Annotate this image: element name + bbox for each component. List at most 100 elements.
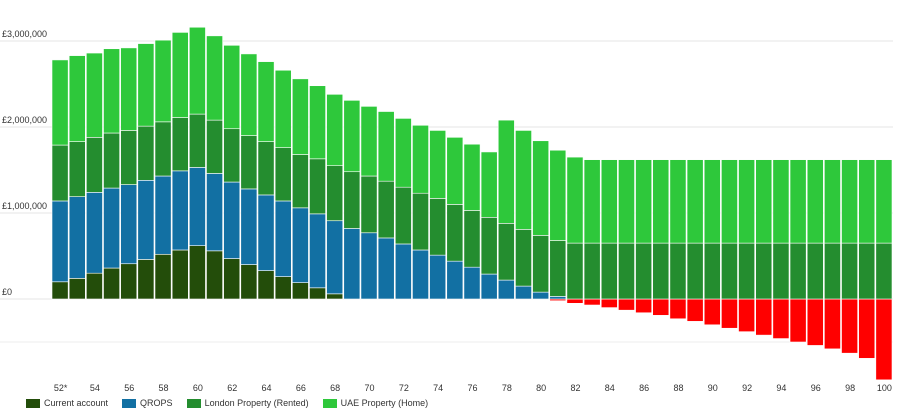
bar-segment[interactable] (532, 140, 550, 236)
bar-segment[interactable] (532, 235, 550, 293)
bar-segment[interactable] (394, 186, 412, 245)
bar-segment[interactable] (68, 196, 86, 279)
bar-segment[interactable] (137, 180, 155, 260)
bar-segment[interactable] (137, 43, 155, 127)
bar-segment[interactable] (309, 85, 326, 160)
bar-segment[interactable] (240, 135, 258, 190)
bar-segment[interactable] (223, 258, 241, 300)
bar-segment[interactable] (171, 117, 189, 172)
bar-segment[interactable] (497, 119, 515, 224)
bar-segment[interactable] (326, 220, 344, 295)
bar-segment[interactable] (635, 159, 653, 244)
bar-segment[interactable] (326, 94, 344, 166)
bar-segment[interactable] (154, 39, 172, 123)
bar-segment[interactable] (360, 106, 378, 177)
bar-segment[interactable] (583, 159, 601, 244)
bar-segment[interactable] (223, 181, 241, 259)
bar-segment[interactable] (206, 35, 223, 121)
bar-segment[interactable] (721, 298, 738, 329)
bar-segment[interactable] (86, 192, 103, 274)
bar-segment[interactable] (120, 47, 138, 131)
legend-item-qrops[interactable]: QROPS (122, 398, 173, 408)
bar-segment[interactable] (858, 159, 876, 244)
bar-segment[interactable] (824, 159, 841, 244)
bar-segment[interactable] (806, 159, 824, 244)
bar-segment[interactable] (377, 180, 395, 239)
bar-segment[interactable] (669, 159, 687, 244)
bar-segment[interactable] (652, 242, 670, 300)
bar-segment[interactable] (772, 298, 790, 339)
bar-segment[interactable] (772, 242, 790, 300)
bar-segment[interactable] (137, 259, 155, 300)
bar-segment[interactable] (394, 243, 412, 300)
bar-segment[interactable] (875, 298, 893, 381)
bar-segment[interactable] (686, 298, 704, 322)
bar-segment[interactable] (532, 291, 550, 300)
bar-segment[interactable] (515, 130, 532, 230)
bar-segment[interactable] (635, 242, 653, 300)
bar-segment[interactable] (583, 298, 601, 306)
bar-segment[interactable] (189, 167, 206, 246)
bar-segment[interactable] (875, 159, 893, 244)
bar-segment[interactable] (841, 298, 858, 354)
bar-segment[interactable] (789, 298, 807, 343)
bar-segment[interactable] (412, 192, 429, 251)
bar-segment[interactable] (686, 159, 704, 244)
bar-segment[interactable] (446, 260, 464, 300)
bar-segment[interactable] (274, 147, 292, 202)
bar-segment[interactable] (721, 159, 738, 244)
bar-segment[interactable] (738, 159, 755, 244)
bar-segment[interactable] (618, 159, 635, 244)
bar-segment[interactable] (68, 55, 86, 142)
bar-segment[interactable] (583, 242, 601, 300)
bar-segment[interactable] (841, 242, 858, 300)
bar-segment[interactable] (463, 210, 481, 268)
bar-segment[interactable] (600, 298, 618, 308)
bar-segment[interactable] (858, 242, 876, 300)
bar-segment[interactable] (566, 156, 584, 244)
legend-item-current-account[interactable]: Current account (26, 398, 108, 408)
bar-segment[interactable] (429, 130, 447, 199)
bar-segment[interactable] (549, 240, 567, 297)
bar-segment[interactable] (549, 149, 567, 241)
bar-segment[interactable] (309, 287, 326, 300)
bar-segment[interactable] (618, 242, 635, 300)
bar-segment[interactable] (309, 158, 326, 215)
bar-segment[interactable] (86, 272, 103, 300)
bar-segment[interactable] (703, 298, 721, 326)
bar-segment[interactable] (171, 249, 189, 300)
bar-segment[interactable] (858, 298, 876, 359)
bar-segment[interactable] (772, 159, 790, 244)
bar-segment[interactable] (326, 293, 344, 300)
bar-segment[interactable] (51, 281, 69, 300)
bar-segment[interactable] (154, 253, 172, 300)
bar-segment[interactable] (841, 159, 858, 244)
bar-segment[interactable] (189, 245, 206, 300)
bar-segment[interactable] (824, 242, 841, 300)
bar-segment[interactable] (240, 264, 258, 300)
bar-segment[interactable] (257, 141, 275, 196)
bar-segment[interactable] (189, 26, 206, 115)
bar-segment[interactable] (549, 296, 567, 300)
bar-segment[interactable] (360, 175, 378, 234)
bar-segment[interactable] (686, 242, 704, 300)
bar-segment[interactable] (463, 266, 481, 300)
legend-item-uae-property[interactable]: UAE Property (Home) (322, 398, 428, 408)
bar-segment[interactable] (120, 184, 138, 265)
bar-segment[interactable] (120, 130, 138, 185)
bar-segment[interactable] (446, 204, 464, 262)
bar-segment[interactable] (257, 61, 275, 142)
bar-segment[interactable] (412, 249, 429, 300)
bar-segment[interactable] (652, 298, 670, 316)
bar-segment[interactable] (274, 276, 292, 300)
bar-segment[interactable] (326, 165, 344, 222)
bar-segment[interactable] (154, 175, 172, 255)
bar-segment[interactable] (103, 48, 120, 134)
bar-segment[interactable] (429, 198, 447, 256)
bar-segment[interactable] (223, 44, 241, 130)
bar-segment[interactable] (51, 200, 69, 283)
bar-segment[interactable] (446, 137, 464, 205)
bar-segment[interactable] (703, 242, 721, 300)
bar-segment[interactable] (240, 188, 258, 265)
bar-segment[interactable] (789, 159, 807, 244)
